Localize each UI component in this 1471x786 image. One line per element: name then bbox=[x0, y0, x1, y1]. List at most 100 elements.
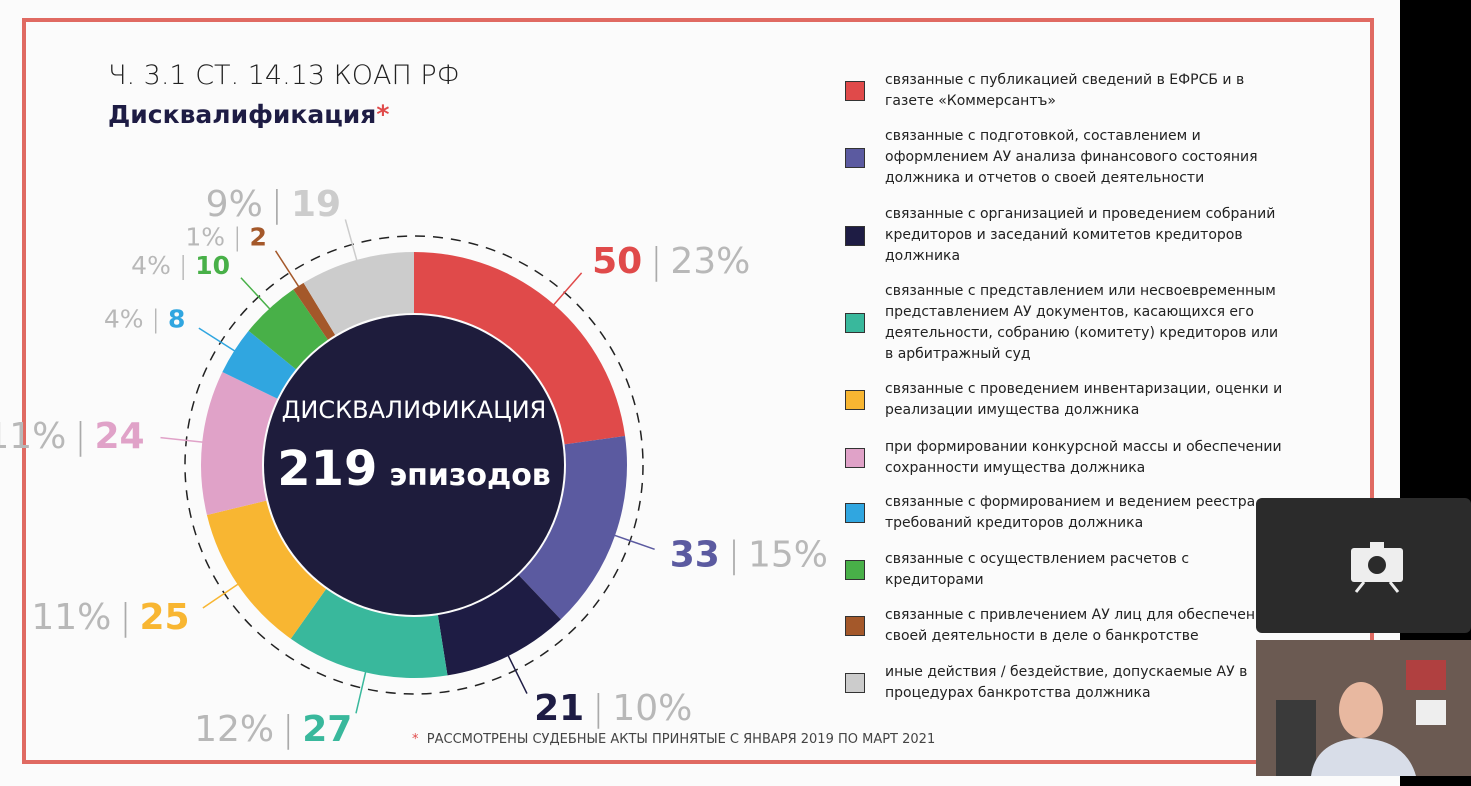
separator: | bbox=[179, 251, 187, 280]
share-label: 1% bbox=[185, 222, 225, 251]
value-label: 10 bbox=[195, 251, 230, 280]
legend-swatch bbox=[845, 560, 865, 580]
legend-swatch bbox=[845, 448, 865, 468]
value-label: 21 bbox=[534, 688, 584, 729]
subtitle: Дисквалификация* bbox=[108, 100, 389, 129]
center-title: ДИСКВАЛИФИКАЦИЯ bbox=[282, 396, 547, 424]
slide-frame bbox=[22, 18, 1374, 764]
leader-line bbox=[274, 250, 302, 291]
legend-item: связанные с представлением или несвоевре… bbox=[845, 281, 1285, 365]
leader-line bbox=[610, 533, 655, 551]
title: Ч. 3.1 СТ. 14.13 КОАП РФ bbox=[108, 60, 460, 91]
legend-label: при формировании конкурсной массы и обес… bbox=[885, 439, 1282, 476]
value-label: 27 bbox=[302, 709, 352, 750]
leader-line bbox=[344, 219, 359, 265]
legend-item: связанные с привлечением АУ лиц для обес… bbox=[845, 605, 1285, 647]
data-label: 11% | 25 bbox=[31, 597, 189, 638]
legend-label: связанные с публикацией сведений в ЕФРСБ… bbox=[885, 72, 1245, 109]
footnote-text: РАССМОТРЕНЫ СУДЕБНЫЕ АКТЫ ПРИНЯТЫЕ С ЯНВ… bbox=[426, 732, 936, 747]
legend-label: связанные с организацией и проведением с… bbox=[885, 206, 1276, 264]
legend-item: связанные с осуществлением расчетов с кр… bbox=[845, 549, 1285, 591]
donut-segment bbox=[248, 289, 328, 370]
donut-segment bbox=[518, 436, 627, 620]
value-label: 33 bbox=[670, 535, 720, 576]
legend-label: связанные с формированием и ведением рее… bbox=[885, 494, 1256, 531]
share-label: 12% bbox=[194, 709, 274, 750]
data-label: 4% | 8 bbox=[104, 305, 186, 334]
leader-line bbox=[198, 327, 239, 354]
total-unit: эпизодов bbox=[389, 458, 550, 493]
webcam-image bbox=[1256, 640, 1471, 776]
legend-swatch bbox=[845, 503, 865, 523]
share-icon bbox=[1351, 542, 1403, 593]
legend-item: связанные с формированием и ведением рее… bbox=[845, 492, 1285, 534]
donut-chart: 50|23%33|15%21|10%12%|2711%|2511%|244%|8… bbox=[0, 184, 828, 750]
separator: | bbox=[282, 709, 294, 750]
legend-label: связанные с подготовкой, составлением и … bbox=[885, 128, 1258, 186]
legend-label: связанные с осуществлением расчетов с кр… bbox=[885, 551, 1190, 588]
legend-item: при формировании конкурсной массы и обес… bbox=[845, 437, 1285, 479]
leader-line bbox=[550, 272, 583, 309]
center-total: 219 эпизодов bbox=[277, 441, 551, 497]
value-label: 19 bbox=[291, 184, 341, 225]
data-label: 1% | 2 bbox=[185, 222, 267, 251]
legend-swatch bbox=[845, 147, 865, 168]
leader-line bbox=[355, 667, 368, 714]
legend-item: связанные с подготовкой, составлением и … bbox=[845, 126, 1285, 189]
footnote: * РАССМОТРЕНЫ СУДЕБНЫЕ АКТЫ ПРИНЯТЫЕ С Я… bbox=[412, 732, 935, 747]
data-label: 50 | 23% bbox=[592, 241, 750, 282]
legend-item: иные действия / бездействие, допускаемые… bbox=[845, 662, 1285, 704]
share-label: 15% bbox=[748, 535, 828, 576]
share-label: 11% bbox=[31, 597, 111, 638]
donut-segment bbox=[303, 252, 414, 336]
separator: | bbox=[592, 688, 604, 729]
donut-segment bbox=[200, 371, 278, 515]
share-label: 9% bbox=[206, 184, 263, 225]
separator: | bbox=[119, 597, 131, 638]
asterisk: * bbox=[376, 100, 390, 129]
slide: Ч. 3.1 СТ. 14.13 КОАП РФ Дисквалификация… bbox=[0, 0, 1400, 786]
share-label: 23% bbox=[670, 241, 750, 282]
donut-center bbox=[264, 315, 564, 615]
donut-segment bbox=[437, 575, 561, 676]
separator: | bbox=[233, 222, 241, 251]
separator: | bbox=[728, 535, 740, 576]
legend-label: связанные с привлечением АУ лиц для обес… bbox=[885, 607, 1273, 644]
share-label: 4% bbox=[104, 305, 144, 334]
legend-swatch bbox=[845, 81, 865, 101]
share-label: 11% bbox=[0, 416, 66, 457]
legend-label: связанные с проведением инвентаризации, … bbox=[885, 381, 1283, 418]
value-label: 2 bbox=[249, 222, 266, 251]
separator: | bbox=[650, 241, 662, 282]
legend-item: связанные с проведением инвентаризации, … bbox=[845, 379, 1285, 421]
screen-share-tile[interactable] bbox=[1256, 498, 1471, 633]
asterisk: * bbox=[412, 732, 419, 747]
data-label: 33 | 15% bbox=[670, 535, 828, 576]
total: 219 bbox=[277, 441, 377, 497]
separator: | bbox=[74, 416, 86, 457]
data-label: 21 | 10% bbox=[534, 688, 692, 729]
legend-label: иные действия / бездействие, допускаемые… bbox=[885, 664, 1248, 701]
dashed-ring bbox=[184, 235, 644, 695]
value-label: 25 bbox=[140, 597, 190, 638]
value-label: 8 bbox=[168, 305, 185, 334]
legend-swatch bbox=[845, 616, 865, 636]
subtitle-text: Дисквалификация bbox=[108, 100, 377, 129]
legend-swatch bbox=[845, 225, 865, 246]
donut-segment bbox=[293, 282, 336, 340]
legend-swatch bbox=[845, 390, 865, 410]
donut-segment bbox=[222, 330, 296, 399]
donut-segment bbox=[290, 588, 448, 678]
donut-segment bbox=[206, 500, 327, 639]
legend-item: связанные с публикацией сведений в ЕФРСБ… bbox=[845, 70, 1285, 112]
separator: | bbox=[152, 305, 160, 334]
data-label: 12% | 27 bbox=[194, 709, 352, 750]
leader-line bbox=[240, 277, 274, 313]
webcam-tile[interactable] bbox=[1256, 640, 1471, 776]
leader-line bbox=[202, 581, 243, 609]
legend-swatch bbox=[845, 673, 865, 693]
data-label: 11%|24 bbox=[0, 416, 145, 457]
share-label: 10% bbox=[612, 688, 692, 729]
donut-segment bbox=[414, 252, 626, 445]
